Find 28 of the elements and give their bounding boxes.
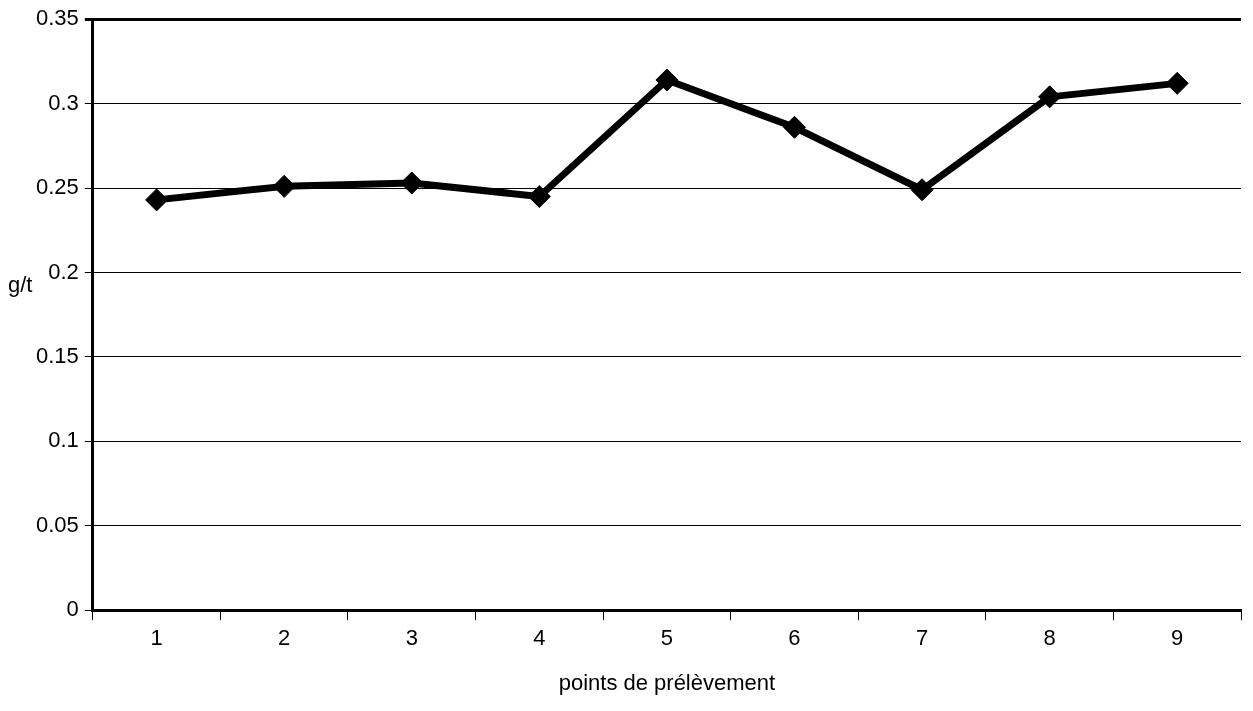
y-tick-label: 0.35 xyxy=(35,5,79,31)
y-tick-label: 0.3 xyxy=(48,89,79,115)
y-axis-title: g/t xyxy=(8,271,33,297)
point xyxy=(527,185,551,208)
y-tick-label: 0.05 xyxy=(35,511,79,537)
point xyxy=(782,115,806,139)
y-tick-label: 0.15 xyxy=(35,342,79,368)
y-tick-label: 0.2 xyxy=(48,258,79,284)
x-tick-label: 4 xyxy=(533,625,546,651)
point xyxy=(655,68,679,92)
point xyxy=(1038,85,1062,109)
point xyxy=(910,178,934,202)
point xyxy=(400,171,424,195)
x-tick-label: 9 xyxy=(1171,625,1184,651)
y-tick-label: 0.25 xyxy=(35,174,79,200)
x-tick-label: 6 xyxy=(788,625,801,651)
point xyxy=(145,188,169,212)
x-tick-label: 3 xyxy=(405,625,418,651)
x-tick-label: 7 xyxy=(915,625,929,651)
x-tick-label: 5 xyxy=(660,625,674,651)
x-tick-label: 2 xyxy=(278,625,291,651)
x-tick-label: 1 xyxy=(150,625,163,651)
x-tick-label: 8 xyxy=(1043,625,1056,651)
point xyxy=(272,174,296,198)
x-axis-title: points de prélèvement xyxy=(558,669,776,695)
point xyxy=(1165,71,1189,95)
y-tick-label: 0.1 xyxy=(48,427,79,453)
y-tick-label: 0 xyxy=(66,596,79,622)
